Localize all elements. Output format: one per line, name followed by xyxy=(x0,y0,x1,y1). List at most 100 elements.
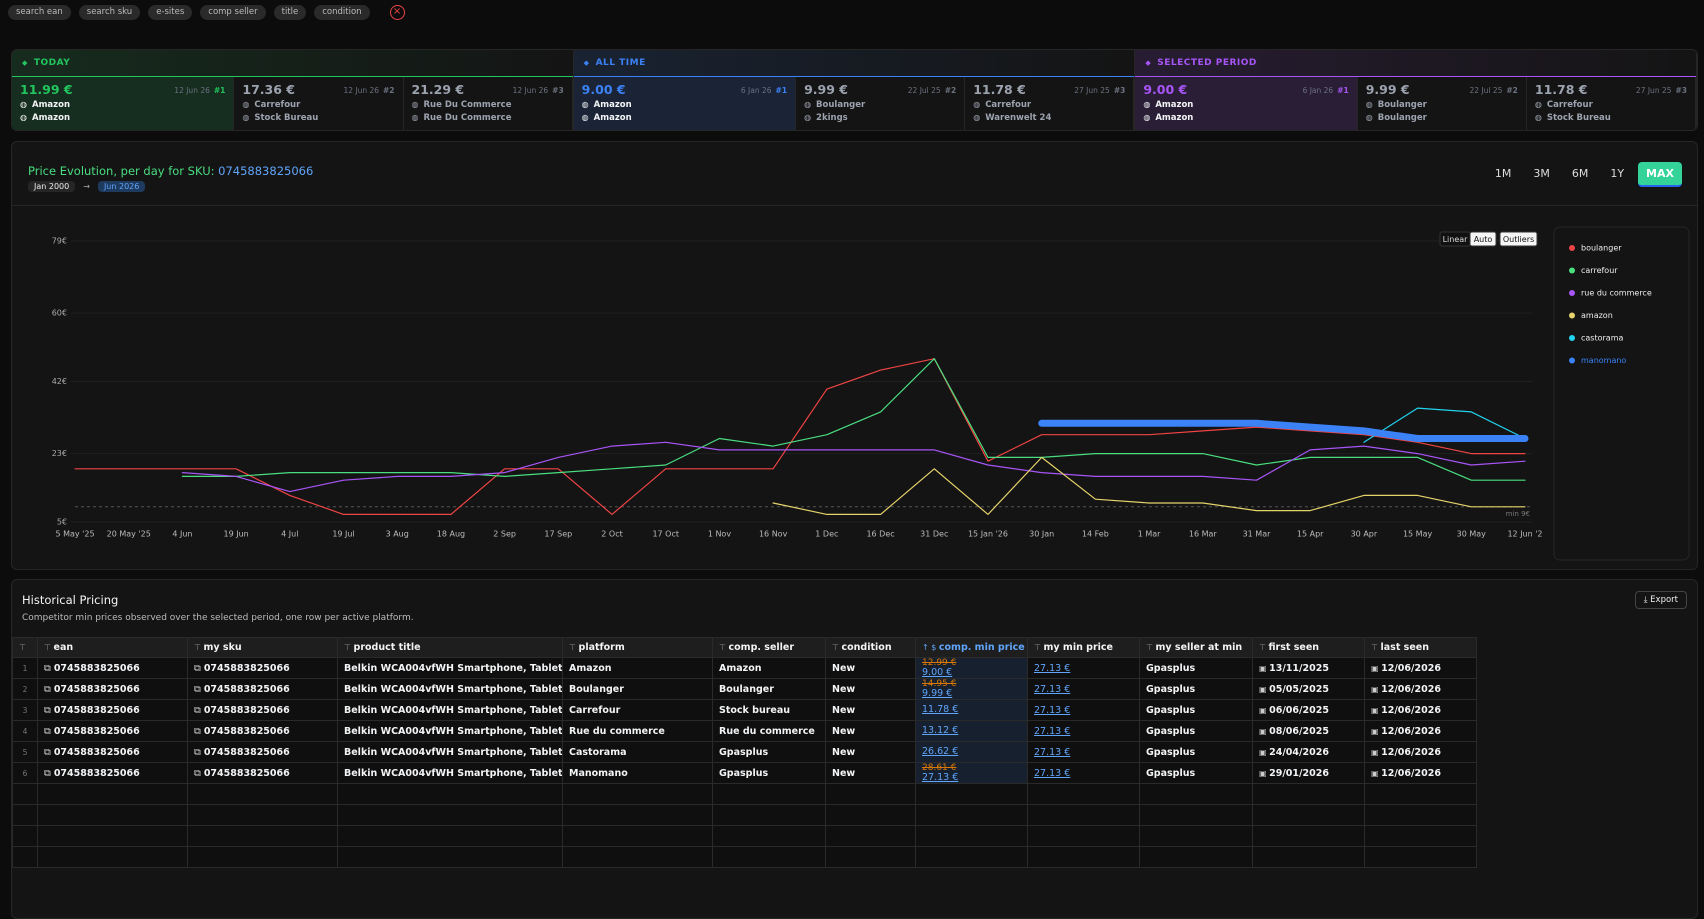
cell: Boulanger xyxy=(562,678,713,700)
price-link[interactable]: 27.13 € xyxy=(1034,746,1071,758)
platform: Amazon xyxy=(582,100,787,110)
cell: 28.61 €27.13 € xyxy=(915,762,1028,784)
cell: Stock bureau xyxy=(712,699,826,721)
row-number: 4 xyxy=(12,720,38,742)
column-header[interactable]: platform xyxy=(562,637,713,658)
cell: New xyxy=(825,741,916,763)
scale-button[interactable]: Outliers xyxy=(1503,235,1534,244)
column-header[interactable]: comp. seller xyxy=(712,637,826,658)
range-button[interactable]: 1Y xyxy=(1610,167,1625,180)
legend-label[interactable]: boulanger xyxy=(1581,244,1622,253)
legend-label[interactable]: amazon xyxy=(1581,311,1613,320)
x-tick-label: 1 Nov xyxy=(708,530,732,539)
price-link[interactable]: 27.13 € xyxy=(1034,767,1071,779)
seller: Rue Du Commerce xyxy=(412,113,564,123)
empty-row xyxy=(12,804,1477,826)
filter-chip[interactable]: title xyxy=(273,5,307,20)
empty-cell xyxy=(187,804,338,826)
legend-label[interactable]: rue du commerce xyxy=(1581,289,1652,298)
cell: New xyxy=(825,762,916,784)
filter-chip[interactable]: e-sites xyxy=(148,5,193,20)
cell: Belkin WCA004vfWH Smartphone, Tablett... xyxy=(337,699,563,721)
legend-label[interactable]: castorama xyxy=(1581,334,1623,343)
new-price[interactable]: 27.13 € xyxy=(922,772,959,783)
column-header[interactable]: my seller at min xyxy=(1139,637,1253,658)
price-card: 11.99 € 12 Jun 26#1 Amazon Amazon xyxy=(12,77,235,130)
cards: 9.00 € 6 Jan 26#1 Amazon Amazon 9.99 € 22 Jul… xyxy=(1135,77,1697,130)
title-text: Price Evolution, per day for SKU: xyxy=(28,164,219,178)
range-button[interactable]: MAX xyxy=(1638,162,1682,187)
empty-cell xyxy=(37,825,188,847)
scale-button[interactable]: Auto xyxy=(1474,235,1493,244)
series-line xyxy=(1363,407,1526,443)
column-header[interactable]: my min price xyxy=(1027,637,1140,658)
price-link[interactable]: 27.13 € xyxy=(1034,662,1071,674)
series-line xyxy=(772,456,1526,515)
range-from[interactable]: Jan 2000 xyxy=(28,181,76,192)
filter-chip[interactable]: search ean xyxy=(8,5,71,20)
column-header[interactable]: last seen xyxy=(1364,637,1477,658)
series-line xyxy=(181,441,1526,493)
cell: 12/06/2026 xyxy=(1364,741,1477,763)
price-card: 9.99 € 22 Jul 25#2 Boulanger Boulanger xyxy=(1358,77,1527,130)
platform: Boulanger xyxy=(804,100,956,110)
meta: 27 Jun 25 #3 xyxy=(1636,86,1687,95)
date: 6 Jan 26 xyxy=(1302,86,1334,95)
x-tick-label: 15 Apr xyxy=(1297,530,1324,539)
price-link[interactable]: 27.13 € xyxy=(1034,683,1071,695)
column-header[interactable]: first seen xyxy=(1252,637,1365,658)
filter-chip[interactable]: condition xyxy=(314,5,370,20)
cell: Rue du commerce xyxy=(712,720,826,742)
chart-panel: Price Evolution, per day for SKU: 074588… xyxy=(11,141,1698,570)
filter-chip[interactable]: comp seller xyxy=(200,5,266,20)
export-button[interactable]: Export xyxy=(1634,591,1687,609)
x-tick-label: 15 May xyxy=(1403,530,1433,539)
empty-row xyxy=(12,825,1477,847)
x-tick-label: 16 Dec xyxy=(866,530,894,539)
x-tick-label: 1 Dec xyxy=(815,530,838,539)
price-link[interactable]: 13.12 € xyxy=(922,725,959,736)
cell: 06/06/2025 xyxy=(1252,699,1365,721)
x-tick-label: 18 Aug xyxy=(437,530,465,539)
scale-button-bg[interactable] xyxy=(1469,231,1497,247)
range-button[interactable]: 6M xyxy=(1571,167,1589,180)
empty-cell xyxy=(187,825,338,847)
price: 11.78 € xyxy=(973,82,1026,97)
scale-button[interactable]: Linear xyxy=(1443,235,1469,244)
cell: 13/11/2025 xyxy=(1252,657,1365,679)
price: 11.78 € xyxy=(1534,82,1588,97)
range-buttons: 1M 3M 6M 1Y MAX xyxy=(1487,162,1682,187)
filter-chip[interactable]: search sku xyxy=(78,5,141,20)
range-button[interactable]: 3M xyxy=(1533,167,1550,180)
empty-cell xyxy=(1027,846,1140,868)
legend-label[interactable]: manomano xyxy=(1581,356,1626,365)
price-link[interactable]: 11.78 € xyxy=(922,704,959,715)
price-link[interactable]: 26.62 € xyxy=(922,746,959,757)
x-tick-label: 14 Feb xyxy=(1082,530,1109,539)
x-tick-label: 31 Dec xyxy=(920,530,948,539)
range-to[interactable]: Jun 2026 xyxy=(97,181,146,192)
new-price[interactable]: 9.00 € xyxy=(922,667,953,678)
date: 22 Jul 25 xyxy=(1469,86,1503,95)
column-header[interactable]: condition xyxy=(825,637,916,658)
clear-filters[interactable]: × xyxy=(389,5,405,20)
empty-cell xyxy=(37,846,188,868)
column-header[interactable]: my sku xyxy=(187,637,338,658)
price-link[interactable]: 27.13 € xyxy=(1034,725,1071,737)
series-line xyxy=(1038,419,1529,442)
price-card: 9.00 € 6 Jan 26#1 Amazon Amazon xyxy=(1135,77,1358,130)
cell: Amazon xyxy=(712,657,826,679)
cell: 05/05/2025 xyxy=(1252,678,1365,700)
column-header[interactable]: comp. min price xyxy=(915,637,1028,658)
legend-label[interactable]: carrefour xyxy=(1581,266,1618,275)
column-header[interactable]: ean xyxy=(37,637,188,658)
empty-cell xyxy=(1139,783,1253,805)
new-price[interactable]: 9.99 € xyxy=(922,688,953,699)
scale-button-bg[interactable] xyxy=(1499,231,1538,247)
range-button[interactable]: 1M xyxy=(1494,167,1512,180)
empty-cell xyxy=(825,846,916,868)
price-link[interactable]: 27.13 € xyxy=(1034,704,1071,716)
column-header[interactable]: product title xyxy=(337,637,563,658)
